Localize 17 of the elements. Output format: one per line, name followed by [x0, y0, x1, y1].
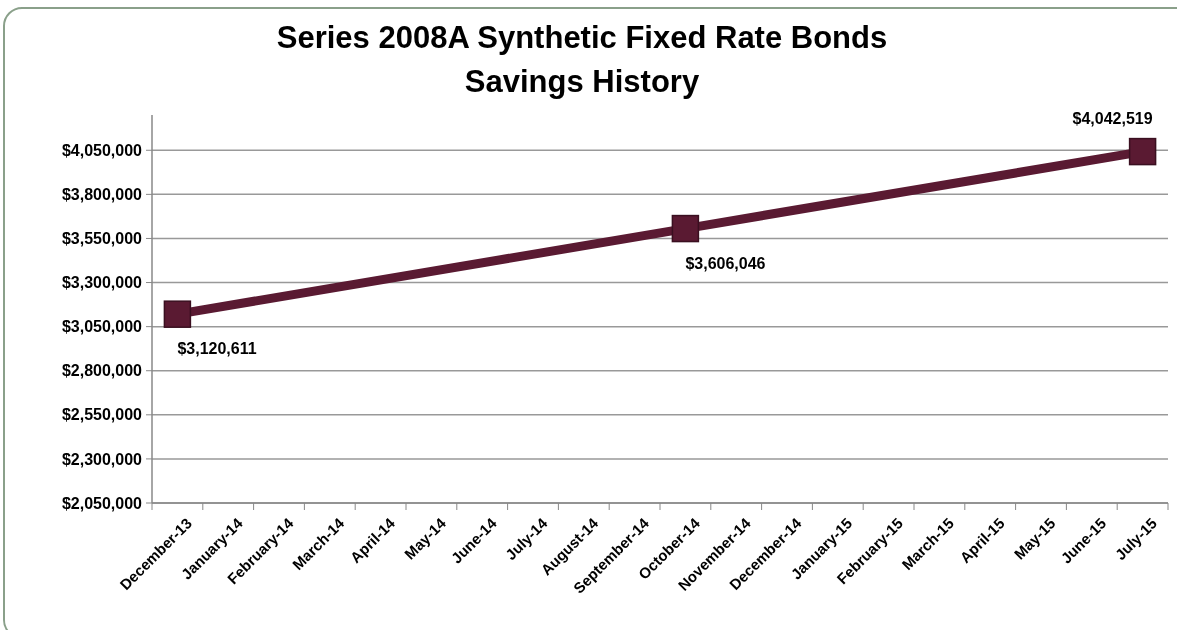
y-tick-label: $3,050,000 — [61, 318, 143, 336]
point — [163, 300, 192, 328]
y-tick-label: $2,300,000 — [61, 450, 143, 468]
y-tick-label: $3,800,000 — [61, 185, 143, 203]
y-tick-label: $2,800,000 — [61, 362, 143, 380]
data-label: $4,042,519 — [1072, 109, 1153, 127]
y-tick-label: $4,050,000 — [61, 141, 143, 159]
data-label: $3,120,611 — [177, 340, 257, 358]
point — [1128, 137, 1157, 166]
y-tick-label: $3,300,000 — [61, 274, 143, 292]
chart-title: Series 2008A Synthetic Fixed Rate Bonds — [276, 20, 888, 55]
y-tick-label: $2,550,000 — [61, 406, 143, 424]
point — [671, 214, 700, 243]
chart-subtitle: Savings History — [464, 64, 700, 99]
data-label: $3,606,046 — [685, 254, 766, 272]
y-tick-label: $2,050,000 — [61, 494, 143, 512]
y-tick-label: $3,550,000 — [61, 230, 143, 248]
